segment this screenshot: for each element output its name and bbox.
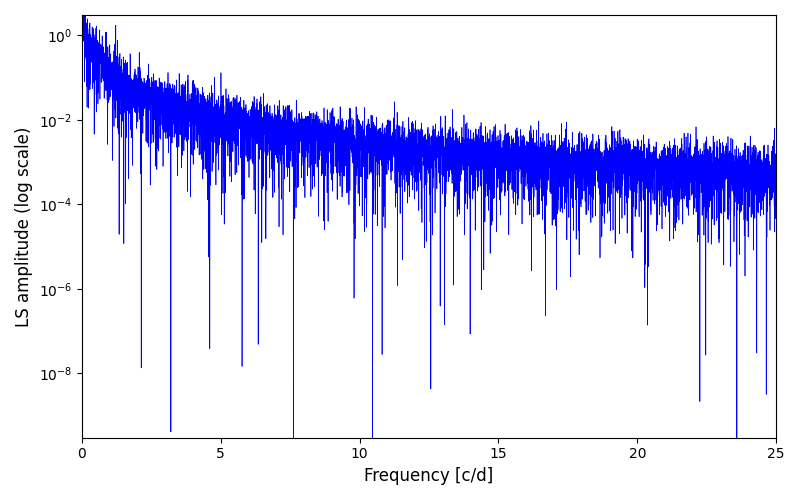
- Y-axis label: LS amplitude (log scale): LS amplitude (log scale): [15, 126, 33, 326]
- X-axis label: Frequency [c/d]: Frequency [c/d]: [364, 467, 494, 485]
